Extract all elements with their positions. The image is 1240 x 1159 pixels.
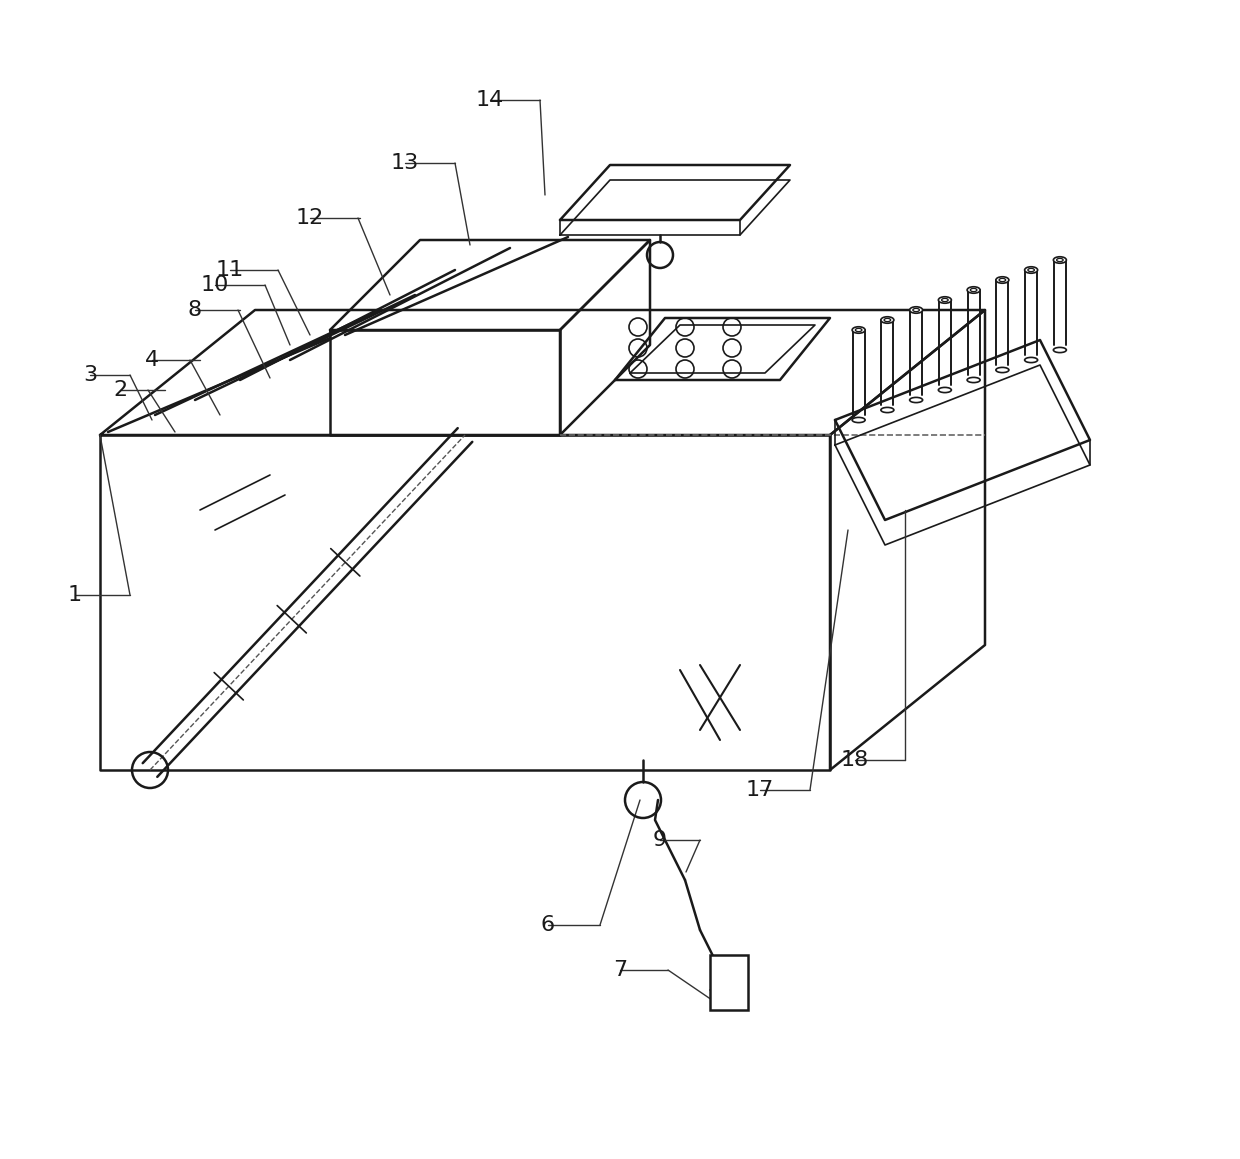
- Ellipse shape: [1024, 267, 1038, 274]
- Ellipse shape: [852, 327, 866, 334]
- Text: 18: 18: [841, 750, 869, 770]
- Ellipse shape: [967, 286, 980, 293]
- Ellipse shape: [910, 398, 923, 402]
- Ellipse shape: [999, 278, 1006, 282]
- Text: 3: 3: [83, 365, 97, 385]
- Text: 9: 9: [653, 830, 667, 850]
- Ellipse shape: [910, 307, 923, 313]
- Ellipse shape: [971, 289, 977, 292]
- Text: 17: 17: [746, 780, 774, 800]
- Ellipse shape: [1053, 348, 1066, 352]
- Ellipse shape: [852, 417, 866, 423]
- Ellipse shape: [1024, 357, 1038, 363]
- Ellipse shape: [941, 298, 949, 301]
- Ellipse shape: [996, 367, 1009, 372]
- Ellipse shape: [884, 319, 890, 322]
- Ellipse shape: [1028, 269, 1034, 271]
- Text: 13: 13: [391, 153, 419, 173]
- Text: 12: 12: [296, 207, 324, 228]
- Ellipse shape: [967, 378, 980, 382]
- Text: 4: 4: [145, 350, 159, 370]
- Ellipse shape: [856, 328, 862, 331]
- Text: 6: 6: [541, 914, 556, 935]
- FancyBboxPatch shape: [711, 955, 748, 1009]
- Ellipse shape: [939, 387, 951, 393]
- Text: 8: 8: [188, 300, 202, 320]
- Ellipse shape: [1053, 257, 1066, 263]
- Ellipse shape: [880, 408, 894, 413]
- Text: 14: 14: [476, 90, 505, 110]
- Text: 10: 10: [201, 275, 229, 296]
- Ellipse shape: [939, 297, 951, 304]
- Text: 11: 11: [216, 260, 244, 280]
- Ellipse shape: [880, 316, 894, 323]
- Text: 7: 7: [613, 960, 627, 981]
- Text: 1: 1: [68, 585, 82, 605]
- Text: 2: 2: [113, 380, 126, 400]
- Ellipse shape: [1056, 258, 1063, 262]
- Ellipse shape: [996, 277, 1009, 283]
- Ellipse shape: [913, 308, 919, 312]
